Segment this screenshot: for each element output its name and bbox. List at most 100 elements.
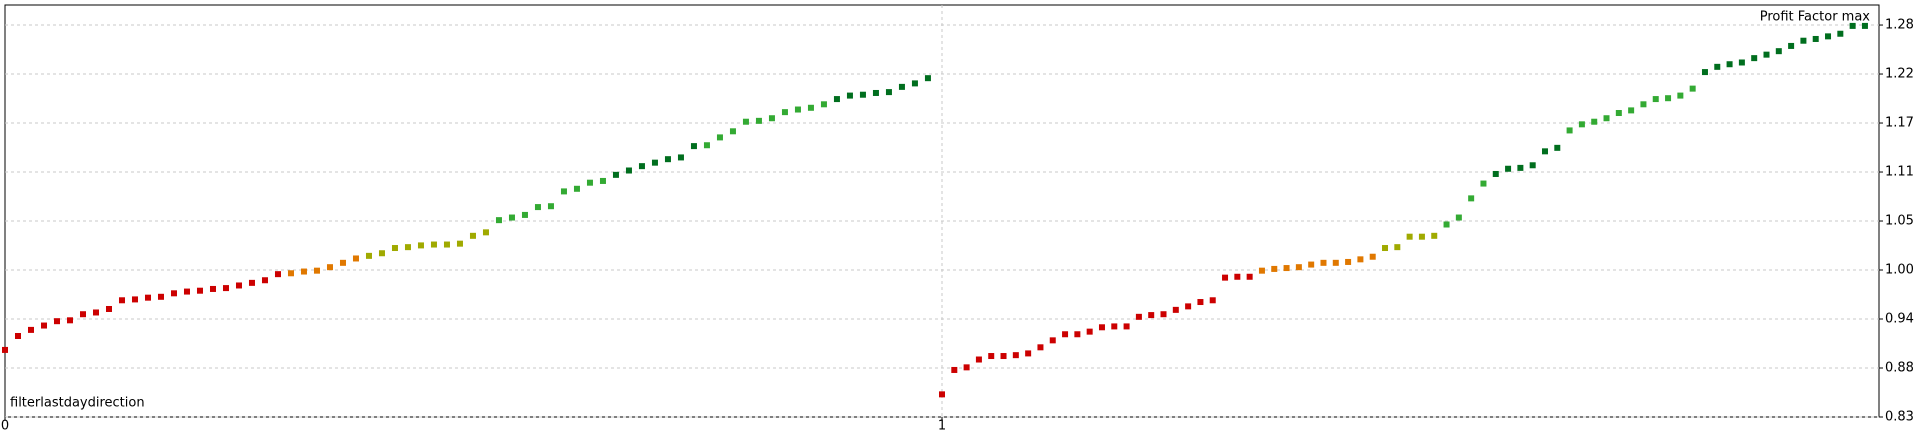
point <box>170 290 177 297</box>
point <box>1012 352 1019 359</box>
point <box>1246 273 1253 280</box>
point <box>1652 96 1659 103</box>
point <box>963 364 970 371</box>
point <box>1357 256 1364 263</box>
point <box>1295 264 1302 271</box>
point <box>1455 214 1462 221</box>
point <box>1320 259 1327 266</box>
point <box>1812 35 1819 42</box>
point <box>1148 312 1155 319</box>
point <box>1554 144 1561 151</box>
point <box>833 96 840 103</box>
point <box>508 214 515 221</box>
point <box>1160 311 1167 318</box>
point <box>1197 299 1204 306</box>
x-axis-label: filterlastdaydirection <box>10 396 145 411</box>
point <box>1529 162 1536 169</box>
point <box>1185 303 1192 310</box>
point <box>573 185 580 192</box>
point <box>1677 92 1684 99</box>
point <box>521 211 528 218</box>
point <box>716 134 723 141</box>
point <box>1135 313 1142 320</box>
x-tick-label: 1 <box>938 419 946 431</box>
point <box>1861 22 1868 29</box>
point <box>1628 107 1635 114</box>
y-tick-label: 0.88 <box>1885 361 1914 376</box>
point <box>781 109 788 116</box>
point <box>1369 253 1376 260</box>
point <box>1332 259 1339 266</box>
point <box>1541 148 1548 155</box>
point <box>638 163 645 170</box>
point <box>339 259 346 266</box>
point <box>820 101 827 108</box>
point <box>560 188 567 195</box>
point <box>1775 48 1782 55</box>
point <box>1578 121 1585 128</box>
point <box>1025 350 1032 357</box>
point <box>456 240 463 247</box>
point <box>1234 273 1241 280</box>
y-tick-label: 1.05 <box>1885 214 1914 229</box>
point <box>287 270 294 277</box>
point <box>1788 42 1795 49</box>
point <box>625 167 632 174</box>
point <box>27 326 34 333</box>
point <box>14 332 21 339</box>
point <box>547 203 554 210</box>
point <box>1111 323 1118 330</box>
point <box>898 83 905 90</box>
point <box>1308 261 1315 268</box>
point <box>1837 30 1844 37</box>
point <box>885 89 892 96</box>
point <box>1271 265 1278 272</box>
point <box>352 255 359 262</box>
point <box>1615 110 1622 117</box>
point <box>378 250 385 257</box>
point <box>1640 101 1647 108</box>
point <box>1062 331 1069 338</box>
point <box>1591 118 1598 125</box>
point <box>1738 59 1745 66</box>
point <box>1505 165 1512 172</box>
point <box>1468 195 1475 202</box>
y-tick-label: 1.00 <box>1885 263 1914 278</box>
point <box>40 322 47 329</box>
point <box>53 318 60 325</box>
point <box>1283 265 1290 272</box>
point <box>131 296 138 303</box>
point <box>975 356 982 363</box>
point <box>1566 127 1573 134</box>
point <box>66 317 73 324</box>
point <box>703 142 710 149</box>
point <box>677 154 684 161</box>
point <box>768 115 775 122</box>
point <box>1049 337 1056 344</box>
point <box>1492 170 1499 177</box>
point <box>1172 306 1179 313</box>
point <box>144 294 151 301</box>
point <box>183 288 190 295</box>
point <box>690 143 697 150</box>
point <box>924 75 931 82</box>
point <box>209 285 216 292</box>
point <box>859 91 866 98</box>
point <box>365 252 372 259</box>
y-tick-label: 0.83 <box>1885 410 1914 425</box>
point <box>443 241 450 248</box>
point <box>755 117 762 124</box>
point <box>846 92 853 99</box>
point <box>1701 69 1708 76</box>
point <box>235 282 242 289</box>
point <box>326 264 333 271</box>
point <box>248 279 255 286</box>
y-tick-label: 1.11 <box>1885 165 1914 180</box>
point <box>651 159 658 166</box>
point <box>1751 55 1758 62</box>
point <box>1394 244 1401 251</box>
point <box>196 287 203 294</box>
point <box>300 268 307 275</box>
